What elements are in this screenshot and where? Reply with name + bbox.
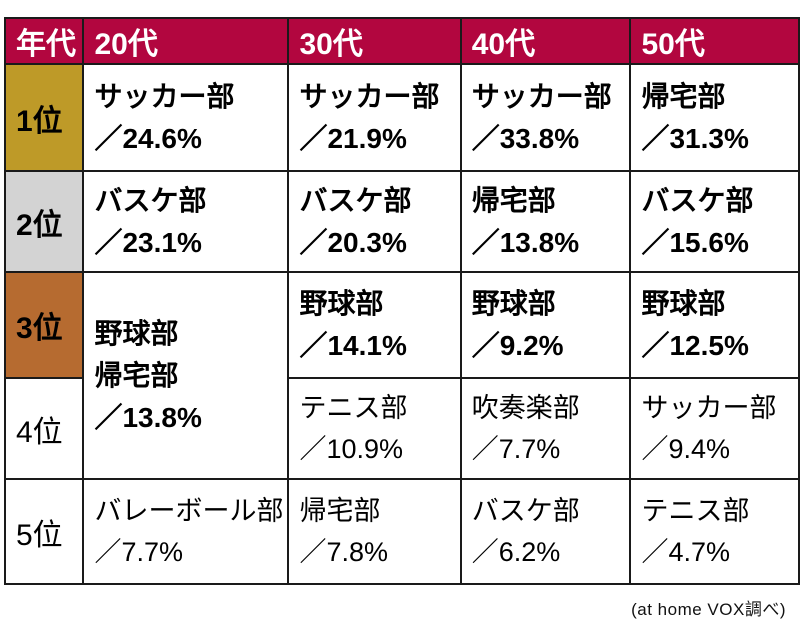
cell-30s-rank4: テニス部 ／10.9% (287, 377, 462, 480)
header-20s: 20代 (82, 17, 290, 65)
rank-cell-5: 5位 (3, 478, 85, 585)
rank-cell-1: 1位 (3, 63, 85, 172)
club-name: 帰宅部 (641, 80, 726, 112)
club-pct: ／23.1% (94, 226, 202, 258)
header-50s: 50代 (629, 17, 800, 65)
club-name: 帰宅部 (299, 496, 381, 526)
row-rank4: 4位 テニス部 ／10.9% 吹奏楽部 ／7.7% サッカー部 ／9.4% (3, 377, 800, 480)
club-name: テニス部 (641, 496, 750, 526)
club-pct: ／24.6% (94, 122, 202, 154)
club-pct: ／4.7% (641, 536, 731, 567)
source-note: (at home VOX調べ) (631, 600, 786, 619)
cell-30s-rank3: 野球部 ／14.1% (287, 271, 462, 379)
cell-20s-rank1: サッカー部 ／24.6% (82, 63, 290, 172)
header-30s: 30代 (287, 17, 462, 65)
club-pct: ／13.8% (471, 226, 580, 258)
club-pct: ／12.5% (641, 330, 749, 361)
club-pct: ／10.9% (299, 433, 404, 464)
club-pct: ／31.3% (641, 122, 749, 154)
cell-50s-rank2: バスケ部 ／15.6% (629, 170, 800, 273)
club-name: サッカー部 (641, 393, 777, 423)
club-name: 野球部 (471, 288, 556, 319)
cell-50s-rank5: テニス部 ／4.7% (629, 478, 800, 585)
club-name: サッカー部 (94, 80, 235, 112)
club-pct: ／7.8% (299, 536, 389, 567)
cell-20s-rank5: バレーボール部 ／7.7% (82, 478, 290, 585)
row-rank1: 1位 サッカー部 ／24.6% サッカー部 ／21.9% サッカー部 ／33.8… (3, 63, 800, 172)
club-pct: ／6.2% (471, 536, 561, 567)
club-name: サッカー部 (471, 80, 612, 112)
club-name: 野球部 (641, 288, 726, 319)
rank-cell-2: 2位 (3, 170, 85, 273)
cell-20s-rank2: バスケ部 ／23.1% (82, 170, 290, 273)
header-row: 年代 20代 30代 40代 50代 (3, 17, 800, 65)
club-pct: ／9.4% (641, 433, 731, 464)
club-name: バレーボール部 (94, 496, 284, 526)
club-pct: ／7.7% (471, 433, 561, 464)
club-pct: ／33.8% (471, 122, 580, 154)
club-name: 帰宅部 (471, 184, 556, 216)
cell-40s-rank2: 帰宅部 ／13.8% (459, 170, 632, 273)
row-rank2: 2位 バスケ部 ／23.1% バスケ部 ／20.3% 帰宅部 ／13.8% バス… (3, 170, 800, 273)
cell-30s-rank1: サッカー部 ／21.9% (287, 63, 462, 172)
cell-50s-rank3: 野球部 ／12.5% (629, 271, 800, 379)
row-rank3: 3位 野球部 帰宅部 ／13.8% 野球部 ／14.1% 野球部 ／9.2% 野… (3, 271, 800, 480)
club-name: バスケ部 (641, 184, 754, 216)
header-age-label: 年代 (3, 17, 85, 65)
cell-50s-rank4: サッカー部 ／9.4% (629, 377, 800, 480)
club-pct: ／7.7% (94, 536, 184, 567)
club-name: サッカー部 (299, 80, 440, 112)
cell-40s-rank1: サッカー部 ／33.8% (459, 63, 632, 172)
cell-30s-rank2: バスケ部 ／20.3% (287, 170, 462, 273)
row-rank5: 5位 バレーボール部 ／7.7% 帰宅部 ／7.8% バスケ部 ／6.2% テニ… (3, 478, 800, 585)
club-name: 野球部 (299, 288, 384, 319)
club-name: テニス部 (299, 393, 408, 423)
club-name: バスケ部 (299, 184, 412, 216)
club-name: バスケ部 (471, 496, 580, 526)
club-pct: ／13.8% (94, 401, 202, 433)
club-name: 野球部 (94, 317, 179, 349)
rank-cell-3: 3位 (3, 271, 85, 379)
club-name: 吹奏楽部 (471, 393, 580, 423)
club-pct: ／21.9% (299, 122, 407, 154)
cell-30s-rank5: 帰宅部 ／7.8% (287, 478, 462, 585)
cell-50s-rank1: 帰宅部 ／31.3% (629, 63, 800, 172)
cell-40s-rank4: 吹奏楽部 ／7.7% (459, 377, 632, 480)
ranking-table: 年代 20代 30代 40代 50代 1位 サッカー部 ／24.6% サッカー部… (3, 17, 800, 585)
club-pct: ／9.2% (471, 330, 564, 361)
cell-40s-rank3: 野球部 ／9.2% (459, 271, 632, 379)
club-pct: ／15.6% (641, 226, 749, 258)
club-pct: ／14.1% (299, 330, 407, 361)
rank-cell-4: 4位 (3, 377, 85, 480)
club-name: バスケ部 (94, 184, 207, 216)
header-40s: 40代 (459, 17, 632, 65)
club-name: 帰宅部 (94, 359, 179, 391)
club-pct: ／20.3% (299, 226, 407, 258)
cell-20s-rank3-4-merged: 野球部 帰宅部 ／13.8% (82, 271, 290, 480)
cell-40s-rank5: バスケ部 ／6.2% (459, 478, 632, 585)
